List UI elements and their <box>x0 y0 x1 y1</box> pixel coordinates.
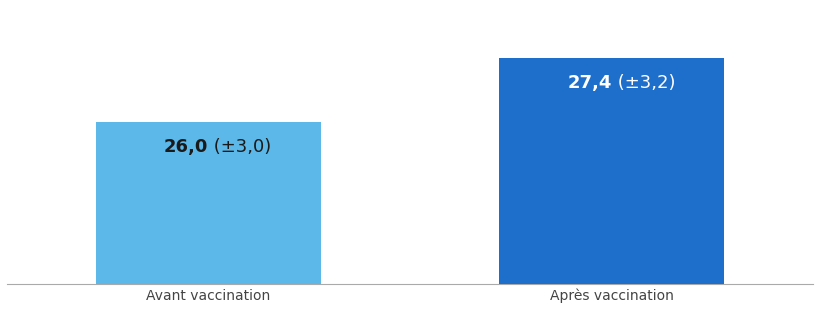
Text: (±3,2): (±3,2) <box>611 74 674 92</box>
Text: 27,4: 27,4 <box>567 74 611 92</box>
Text: 26,0: 26,0 <box>164 138 208 157</box>
Text: (±3,0): (±3,0) <box>208 138 271 157</box>
Bar <box>498 58 723 310</box>
Bar <box>96 122 321 310</box>
